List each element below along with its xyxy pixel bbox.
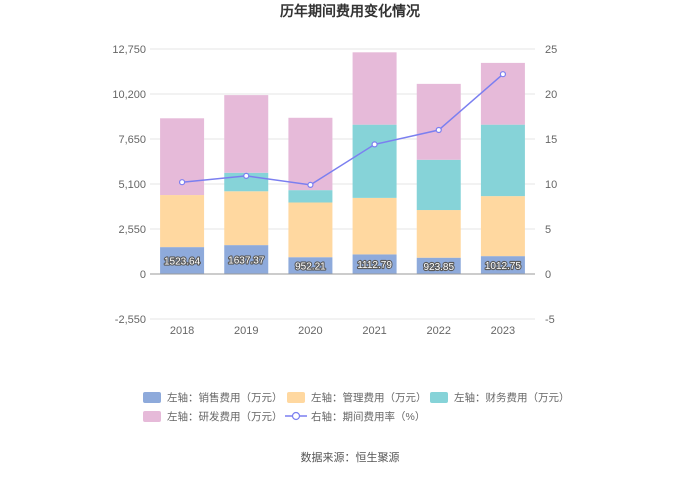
- x-tick-label: 2018: [170, 325, 194, 337]
- axis-layer: -2,550 0 2,550 5,100 7,650 10,200 12,750 -5 0 5 10…: [112, 44, 557, 337]
- x-tick-label: 2023: [491, 325, 515, 337]
- data-label: 923.85: [423, 262, 454, 273]
- bar-finance: [352, 124, 397, 198]
- y-right-tick-label: 20: [545, 89, 557, 101]
- legend-swatch: [287, 392, 305, 403]
- y-right-tick-label: -5: [545, 314, 555, 326]
- legend-swatch: [430, 392, 448, 403]
- line-layer: [178, 71, 507, 188]
- legend-label: 左轴：财务费用（万元）: [454, 391, 570, 404]
- bar-finance: [416, 159, 461, 211]
- legend-label: 左轴：销售费用（万元）: [167, 391, 283, 404]
- line-point: [307, 181, 314, 188]
- x-tick-label: 2021: [362, 325, 386, 337]
- data-label: 1523.64: [164, 257, 201, 268]
- bar-rd: [288, 117, 333, 191]
- bar-management: [288, 202, 333, 258]
- bar-sales: [224, 245, 269, 274]
- x-tick-label: 2020: [298, 325, 322, 337]
- bar-management: [160, 195, 205, 248]
- bar-management: [480, 196, 525, 257]
- data-label: 1112.79: [357, 260, 392, 271]
- data-label: 1637.37: [228, 256, 265, 267]
- bar-sales: [160, 247, 205, 274]
- source-note: 数据来源：恒生聚源: [301, 450, 400, 464]
- line-expense-ratio: [182, 73, 504, 186]
- bars-layer: [160, 52, 525, 274]
- x-tick-label: 2019: [234, 325, 258, 337]
- legend-label: 左轴：管理费用（万元）: [311, 391, 427, 404]
- x-tick-label: 2022: [427, 325, 451, 337]
- y-left-tick-label: -2,550: [115, 314, 146, 326]
- bar-sales: [416, 257, 461, 274]
- bar-finance: [288, 190, 333, 203]
- y-left-tick-label: 5,100: [118, 179, 146, 191]
- bar-management: [352, 197, 397, 255]
- y-right-tick-label: 15: [545, 134, 557, 146]
- bar-management: [224, 191, 269, 246]
- line-point: [499, 71, 507, 78]
- y-right-tick-label: 25: [545, 44, 557, 56]
- bar-rd: [224, 95, 269, 173]
- y-left-tick-label: 0: [140, 269, 146, 281]
- y-right-tick-label: 5: [545, 224, 551, 236]
- line-point: [243, 172, 250, 179]
- bar-rd: [352, 52, 397, 125]
- chart-title: 历年期间费用变化情况: [280, 3, 420, 19]
- legend-label: 右轴：期间费用率（%）: [311, 410, 425, 423]
- data-label: 952.21: [295, 262, 326, 273]
- bar-finance: [480, 124, 525, 197]
- line-point: [371, 141, 378, 148]
- y-left-tick-label: 7,650: [118, 134, 146, 146]
- y-right-tick-label: 0: [545, 269, 551, 281]
- grid-layer: [150, 48, 535, 320]
- legend: 左轴：销售费用（万元） 左轴：管理费用（万元） 左轴：财务费用（万元） 左轴：研发费用…: [143, 391, 570, 423]
- line-point: [178, 179, 186, 186]
- bar-sales: [480, 256, 525, 274]
- legend-swatch: [143, 392, 161, 403]
- y-left-tick-label: 12,750: [112, 44, 146, 56]
- data-label: 1012.75: [485, 261, 522, 272]
- legend-marker: [291, 411, 301, 421]
- bar-sales: [288, 257, 333, 274]
- y-left-tick-label: 2,550: [118, 224, 146, 236]
- labels-layer: 1523.64 1637.37 952.21 1112.79 923.85 1012.75: [163, 254, 523, 273]
- bar-management: [416, 210, 461, 258]
- y-left-tick-label: 10,200: [112, 89, 146, 101]
- bar-sales: [352, 254, 397, 274]
- legend-swatch: [143, 411, 161, 422]
- y-right-tick-label: 10: [545, 179, 557, 191]
- line-point: [435, 126, 442, 134]
- legend-label: 左轴：研发费用（万元）: [167, 410, 283, 423]
- bar-rd: [416, 83, 461, 160]
